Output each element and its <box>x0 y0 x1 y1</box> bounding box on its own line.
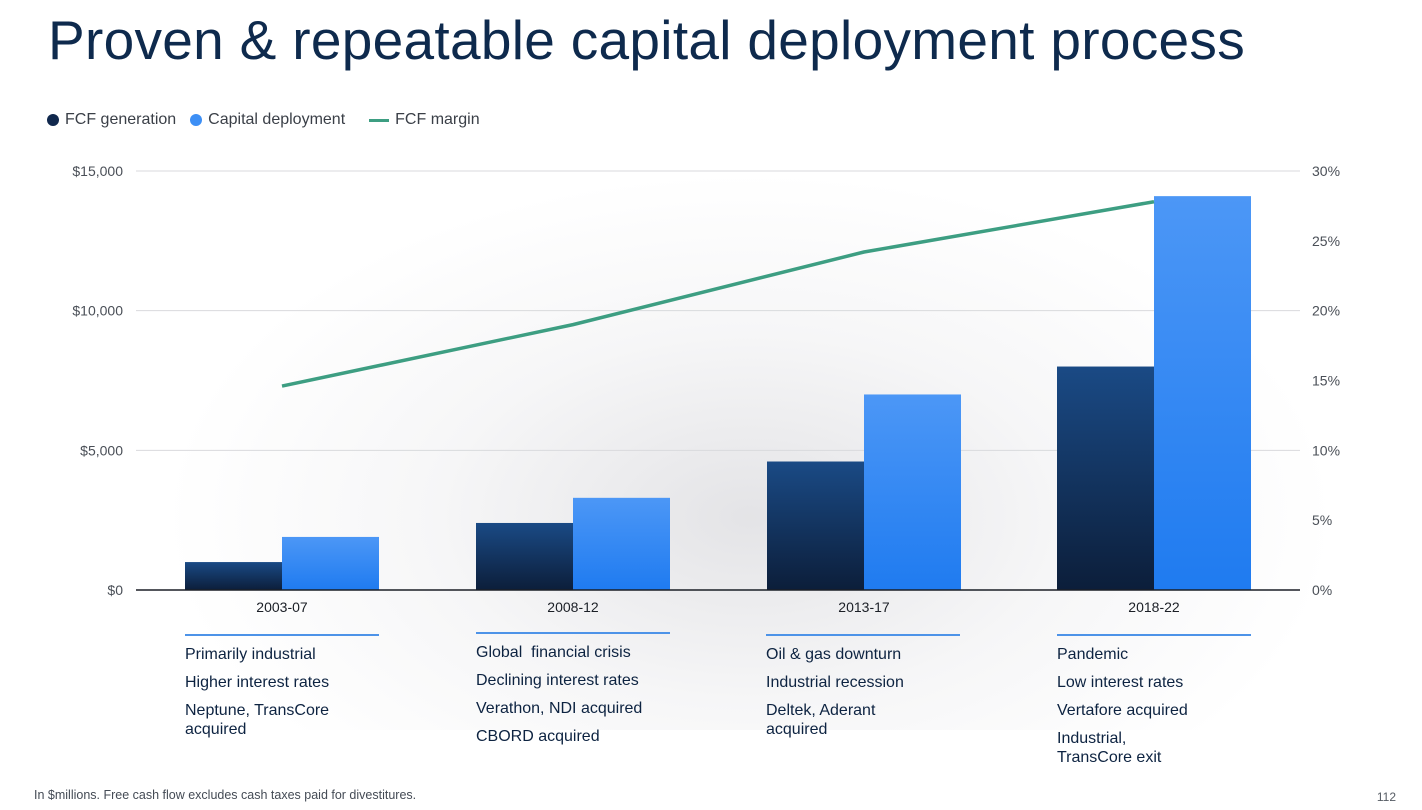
annotation-item: Neptune, TransCore acquired <box>185 702 330 738</box>
annotation-rule <box>766 634 960 636</box>
bar-capital-deployment <box>282 536 379 590</box>
annotation-item: Higher interest rates <box>185 674 330 691</box>
bars <box>185 196 1251 590</box>
page-number: 112 <box>1376 790 1396 804</box>
annotation-item: Pandemic <box>1057 646 1129 663</box>
annotation-item: Oil & gas downturn <box>766 646 902 663</box>
y-tick-label-left: $10,000 <box>72 303 123 319</box>
fcf-margin-polyline <box>281 200 1155 388</box>
x-tick-label: 2013-17 <box>838 599 890 615</box>
footnote: In $millions. Free cash flow excludes ca… <box>34 788 417 802</box>
y-tick-label-left: $5,000 <box>80 442 123 458</box>
y-tick-label-left: $0 <box>107 582 123 598</box>
bar-fcf-generation <box>767 461 864 590</box>
bar-fcf-generation <box>1057 366 1154 590</box>
annotation-item: Verathon, NDI acquired <box>476 700 643 717</box>
y-tick-label-right: 0% <box>1312 582 1332 598</box>
bar-fcf-generation <box>476 522 573 590</box>
legend-label-fcf-generation: FCF generation <box>65 111 177 128</box>
legend-swatch-fcf-generation <box>47 114 59 126</box>
x-tick-label: 2018-22 <box>1128 599 1180 615</box>
fcf-margin-line <box>281 200 1155 388</box>
annotation-item: Primarily industrial <box>185 646 316 663</box>
legend-swatch-capital-deployment <box>190 114 203 126</box>
annotation-column-2013-17: Oil & gas downturn Industrial recession … <box>766 634 962 739</box>
legend-swatch-fcf-margin <box>369 118 390 122</box>
axes: $0 $5,000 $10,000 $15,000 0% 5% 10% 15% 20% 25% 30… <box>72 163 1340 615</box>
legend-item-capital-deployment: Capital deployment <box>190 111 345 129</box>
annotation-item: Vertafore acquired <box>1057 702 1188 719</box>
bar-line-chart: $0 $5,000 $10,000 $15,000 0% 5% 10% 15% 20% 25% 30… <box>72 163 1340 615</box>
y-tick-label-right: 5% <box>1312 512 1332 528</box>
annotation-rule <box>185 634 379 636</box>
annotation-item: Deltek, Aderant acquired <box>766 702 876 738</box>
x-tick-label: 2003-07 <box>256 599 308 615</box>
annotation-item: Industrial, TransCore exit <box>1057 730 1162 766</box>
bar-capital-deployment <box>864 394 961 590</box>
annotation-rule <box>1057 634 1251 636</box>
bar-fcf-generation <box>185 562 282 590</box>
legend-item-fcf-margin: FCF margin <box>369 111 480 129</box>
legend-label-capital-deployment: Capital deployment <box>208 111 346 128</box>
y-tick-label-right: 20% <box>1312 303 1340 319</box>
annotation-item: Industrial recession <box>766 674 904 691</box>
y-tick-label-left: $15,000 <box>72 163 123 179</box>
annotation-column-2018-22: Pandemic Low interest rates Vertafore ac… <box>1057 634 1253 767</box>
annotation-rule <box>476 632 670 634</box>
annotation-item: Declining interest rates <box>476 672 639 689</box>
annotation-item: CBORD acquired <box>476 728 600 745</box>
y-tick-label-right: 25% <box>1312 233 1340 249</box>
chart-legend: FCF generation Capital deployment FCF ma… <box>47 110 480 130</box>
annotation-item: Global financial crisis <box>476 644 631 661</box>
bar-capital-deployment <box>573 497 670 590</box>
legend-label-fcf-margin: FCF margin <box>395 111 480 128</box>
bar-capital-deployment <box>1154 196 1251 590</box>
legend-item-fcf-generation: FCF generation <box>47 111 176 129</box>
y-tick-label-right: 30% <box>1312 163 1340 179</box>
y-tick-label-right: 10% <box>1312 442 1340 458</box>
x-tick-label: 2008-12 <box>547 599 599 615</box>
page-title: Proven & repeatable capital deployment p… <box>48 9 1245 71</box>
annotation-column-2003-07: Primarily industrial Higher interest rat… <box>185 634 381 739</box>
y-tick-label-right: 15% <box>1312 373 1340 389</box>
annotation-column-2008-12: Global financial crisis Declining intere… <box>476 632 672 746</box>
annotation-item: Low interest rates <box>1057 674 1184 691</box>
